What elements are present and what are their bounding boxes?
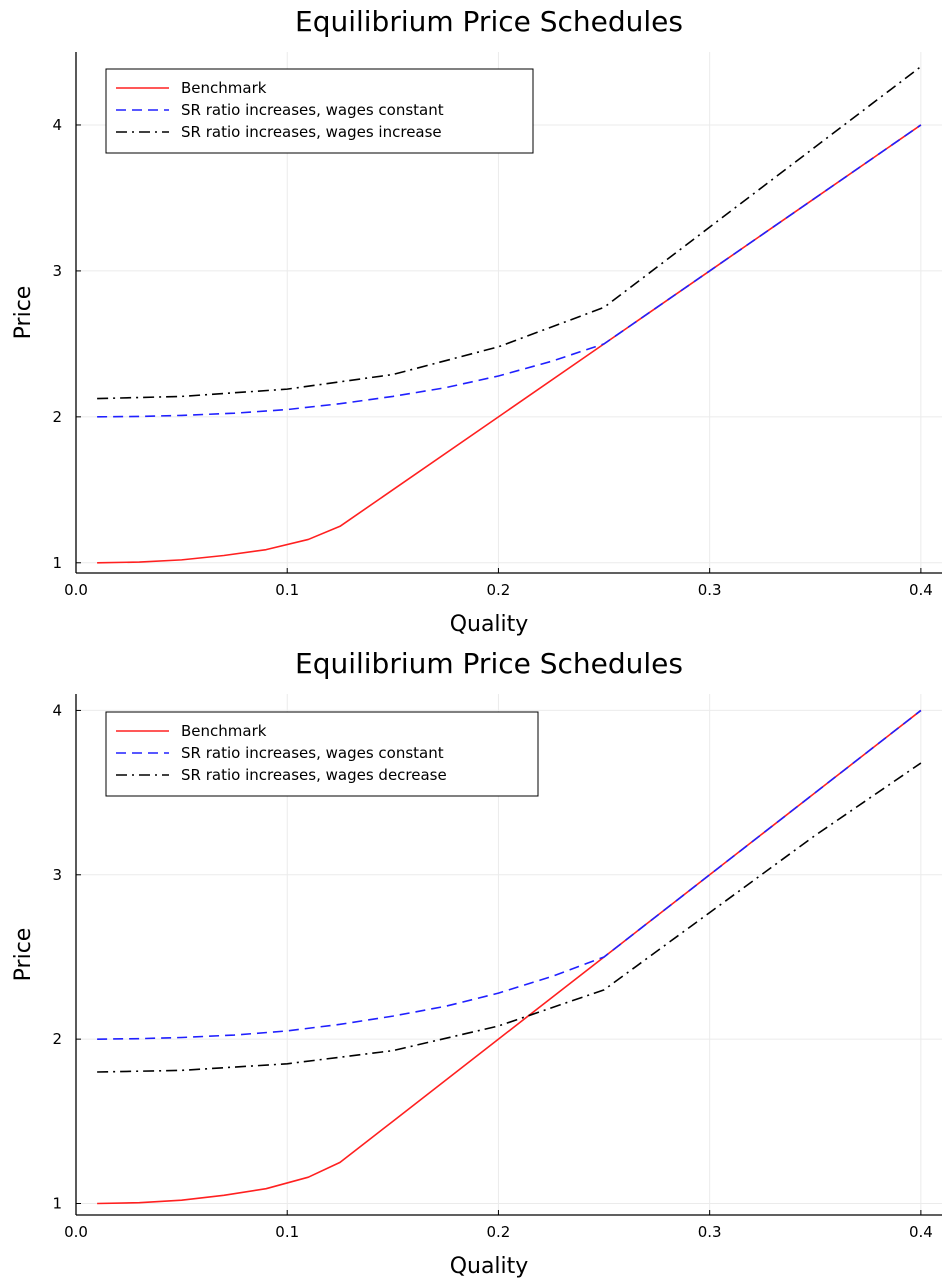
- x-tick-label: 0.4: [909, 581, 933, 599]
- x-axis-label: Quality: [450, 612, 529, 637]
- series-line-1: [97, 709, 922, 1205]
- x-axis-label: Quality: [450, 1254, 529, 1279]
- chart-panel-bottom: 0.0 0.1 0.2 0.3 0.4 1 2 3 4 Equilibrium Price Sch…: [11, 647, 942, 1279]
- y-tick-label: 4: [52, 116, 62, 134]
- legend-box: [105, 68, 534, 154]
- y-tick-label: 4: [52, 701, 62, 719]
- legend-label: Benchmark: [181, 722, 267, 740]
- legend-label: SR ratio increases, wages constant: [181, 744, 444, 762]
- y-tick-label: 2: [52, 408, 62, 426]
- chart-title: Equilibrium Price Schedules: [295, 647, 683, 680]
- series-line-3: [97, 65, 922, 400]
- legend: Benchmark SR ratio increases, wages const…: [105, 711, 539, 797]
- x-tick-label: 0.0: [64, 1223, 88, 1241]
- x-tick-label: 0.4: [909, 1223, 933, 1241]
- x-tick-label: 0.2: [487, 1223, 511, 1241]
- chart-title: Equilibrium Price Schedules: [295, 5, 683, 38]
- x-tick-label: 0.0: [64, 581, 88, 599]
- y-tick-label: 2: [52, 1030, 62, 1048]
- y-axis-label: Price: [11, 928, 36, 982]
- y-tick-label: 1: [52, 554, 62, 572]
- y-tick-label: 3: [52, 866, 62, 884]
- legend-box: [105, 711, 539, 797]
- legend-label: Benchmark: [181, 79, 267, 97]
- y-tick-label: 1: [52, 1194, 62, 1212]
- legend-label: SR ratio increases, wages decrease: [181, 766, 447, 784]
- legend: Benchmark SR ratio increases, wages const…: [105, 68, 534, 154]
- y-tick-label: 3: [52, 262, 62, 280]
- legend-label: SR ratio increases, wages constant: [181, 101, 444, 119]
- series-line-2: [97, 124, 922, 418]
- y-axis-label: Price: [11, 286, 36, 340]
- chart-panel-top: 0.0 0.1 0.2 0.3 0.4 1 2 3 4 Equilibrium Price Sch…: [11, 5, 942, 637]
- x-tick-label: 0.1: [275, 581, 299, 599]
- legend-label: SR ratio increases, wages increase: [181, 123, 442, 141]
- series-line-2: [97, 709, 922, 1040]
- x-tick-label: 0.2: [487, 581, 511, 599]
- x-tick-label: 0.3: [698, 581, 722, 599]
- x-tick-label: 0.1: [275, 1223, 299, 1241]
- series-line-3: [97, 762, 922, 1073]
- x-tick-label: 0.3: [698, 1223, 722, 1241]
